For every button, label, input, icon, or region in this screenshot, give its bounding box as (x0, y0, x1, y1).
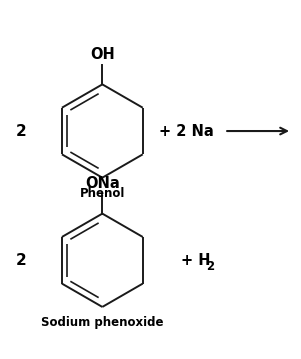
Text: Phenol: Phenol (80, 187, 125, 200)
Text: OH: OH (90, 47, 115, 62)
Text: 2: 2 (206, 260, 214, 273)
Text: + H: + H (181, 253, 210, 268)
Text: 2: 2 (16, 123, 26, 139)
Text: 2: 2 (16, 253, 26, 268)
Text: Sodium phenoxide: Sodium phenoxide (41, 316, 163, 329)
Text: ONa: ONa (85, 176, 120, 191)
Text: + 2 Na: + 2 Na (159, 123, 214, 139)
